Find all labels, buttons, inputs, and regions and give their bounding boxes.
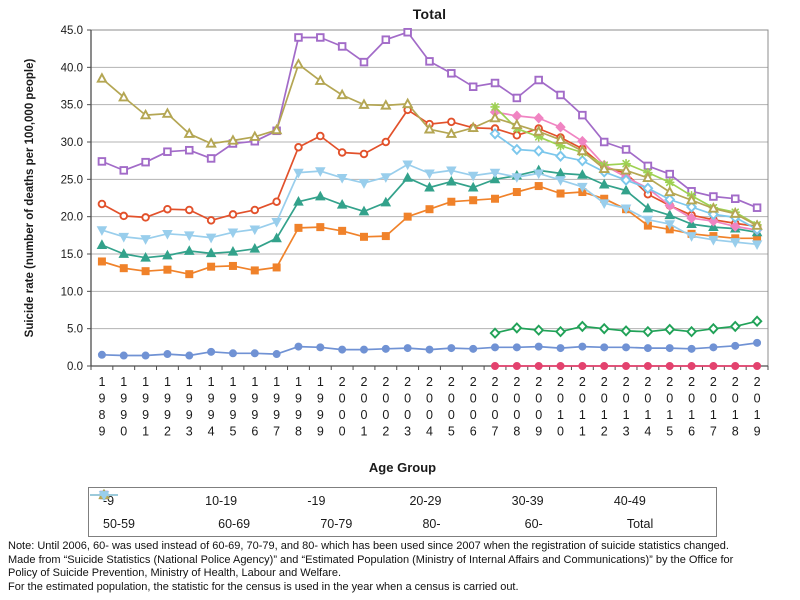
note-line-4: For the estimated population, the statis… xyxy=(8,580,519,593)
series--9 xyxy=(491,362,762,371)
line-chart-plot: 0.0 5.0 10.0 15.0 20.0 25.0 30.0 35.0 40.0 45.0 1 9… xyxy=(61,25,769,439)
series--19 xyxy=(97,338,762,360)
x-tick-labels: 1 9 8 9 1 9 9 0 1 9 9 1 1 9 9 2 1 9 9 3 1 9 9 4 1 9 9 5 1 9 9 6 1 9 9 7 1 9 9 8… xyxy=(98,375,760,439)
svg-text:15.0: 15.0 xyxy=(61,249,83,261)
svg-text:20.0: 20.0 xyxy=(61,212,83,224)
legend-item-10-19: 10-19 xyxy=(90,489,307,508)
axis-ticks xyxy=(87,29,769,370)
series-10-19 xyxy=(489,315,763,339)
legend-item-40-49: 40-49 xyxy=(90,490,716,508)
legend-label: -19 xyxy=(307,493,326,508)
legend-label: 50-59 xyxy=(103,516,135,531)
legend-item-80-: 80- xyxy=(90,490,511,531)
series-20-29 xyxy=(97,182,762,279)
legend-label: 80- xyxy=(422,516,441,531)
svg-text:45.0: 45.0 xyxy=(61,25,83,37)
svg-text:30.0: 30.0 xyxy=(61,137,83,149)
note-line-2: Made from “Suicide Statistics (National … xyxy=(8,553,734,566)
svg-text:25.0: 25.0 xyxy=(61,174,83,186)
legend-title: Age Group xyxy=(368,460,437,475)
legend-item--19: -19 xyxy=(90,491,409,508)
y-tick-labels: 0.0 5.0 10.0 15.0 20.0 25.0 30.0 35.0 40.0 45.0 xyxy=(61,25,83,373)
source-notes: Note: Until 2006, 60- was used instead o… xyxy=(8,540,796,594)
legend-item-30-39: 30-39 xyxy=(90,489,614,508)
svg-text:10.0: 10.0 xyxy=(61,286,83,298)
legend-label: 20-29 xyxy=(409,493,442,508)
legend-label: 60-69 xyxy=(218,516,251,531)
legend-item-70-79: 70-79 xyxy=(90,489,409,531)
series-70-79 xyxy=(489,128,763,236)
legend-label: 30-39 xyxy=(511,493,544,508)
legend-label: 60- xyxy=(524,516,543,531)
chart-legend: -9 10-19 -19 20-29 30-39 40-49 50-59 60-69 70-79… xyxy=(88,487,717,537)
note-line-3: Policy of Suicide Prevention, Ministry o… xyxy=(8,567,342,580)
legend-label: 70-79 xyxy=(320,516,353,531)
legend-marker-Total xyxy=(90,491,118,501)
legend-label: -9 xyxy=(103,493,115,508)
legend-label: Total xyxy=(626,516,654,531)
legend-item-50-59: 50-59 xyxy=(90,490,205,531)
chart-title: Total xyxy=(412,6,447,22)
legend-label: 40-49 xyxy=(613,493,646,508)
note-line-1: Note: Until 2006, 60- was used instead o… xyxy=(8,540,729,552)
svg-text:35.0: 35.0 xyxy=(61,100,83,112)
series-30-39 xyxy=(96,164,763,262)
legend-item-20-29: 20-29 xyxy=(90,491,511,508)
svg-text:40.0: 40.0 xyxy=(61,62,83,74)
series-Total xyxy=(96,160,763,251)
svg-text:0.0: 0.0 xyxy=(67,361,83,373)
legend-label: 10-19 xyxy=(205,493,238,508)
series-50-59 xyxy=(97,27,762,212)
legend-item-Total: Total xyxy=(90,491,716,531)
legend-item-60-69: 60-69 xyxy=(90,489,307,531)
legend-item-60-: 60- xyxy=(90,488,614,531)
series-60- xyxy=(96,58,763,230)
svg-text:5.0: 5.0 xyxy=(67,324,83,336)
